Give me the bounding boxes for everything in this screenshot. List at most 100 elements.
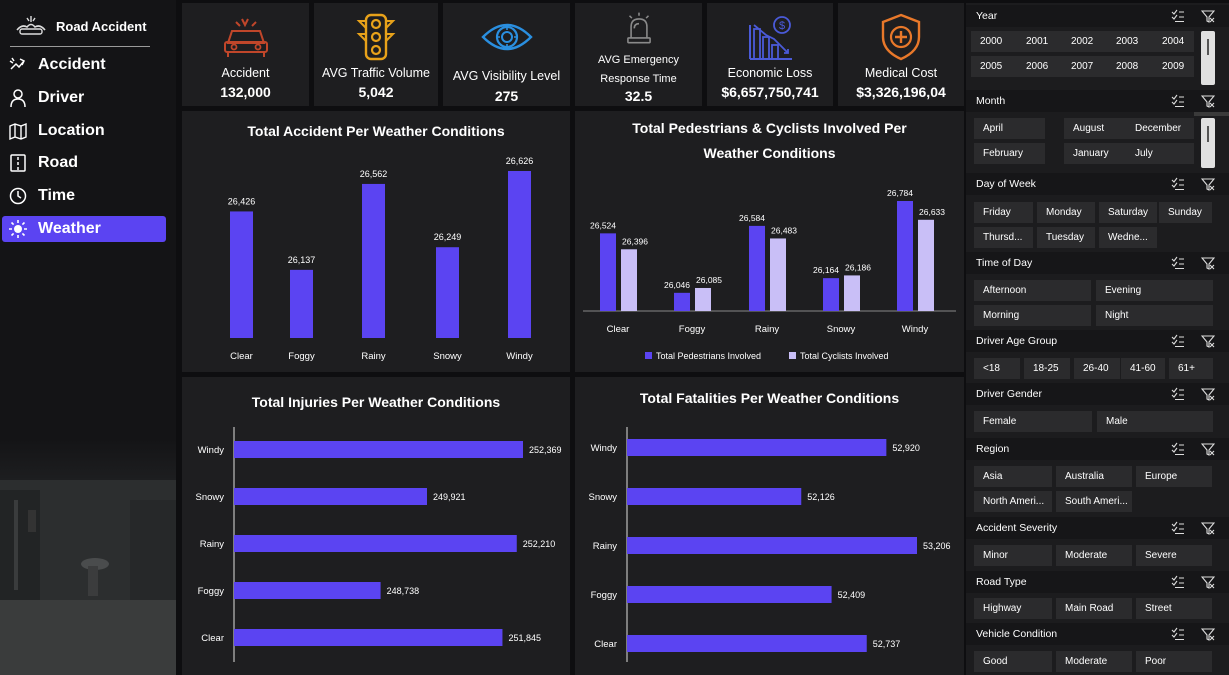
filter-chip[interactable]: Thursd... [974, 227, 1033, 248]
filter-chip[interactable]: 2005 [971, 56, 1018, 77]
filter-chip[interactable]: 26-40 [1074, 358, 1120, 379]
filter-chip[interactable]: Street [1136, 598, 1212, 619]
filter-chip[interactable]: Minor [974, 545, 1052, 566]
nav-item-weather[interactable]: Weather [2, 215, 166, 242]
filter-chip[interactable]: 2003 [1107, 31, 1154, 52]
filter-scrollbar[interactable] [1201, 118, 1215, 168]
clear-filter-icon[interactable] [1201, 627, 1215, 641]
filter-chip[interactable]: 2001 [1017, 31, 1064, 52]
filter-chip[interactable]: Sunday [1159, 202, 1212, 223]
filter-chip[interactable]: Night [1096, 305, 1213, 326]
multi-select-icon[interactable] [1171, 442, 1185, 456]
filter-chip[interactable]: April [974, 118, 1045, 139]
nav-item-time[interactable]: Time [2, 183, 166, 209]
data-label: 26,085 [696, 275, 722, 285]
filter-chip[interactable]: Saturday [1099, 202, 1157, 223]
filter-chip[interactable]: 2006 [1017, 56, 1064, 77]
legend-label: Total Pedestrians Involved [656, 351, 761, 361]
filter-chip[interactable]: 2000 [971, 31, 1018, 52]
filter-chip[interactable]: Tuesday [1037, 227, 1095, 248]
kpi-value: 275 [494, 88, 519, 104]
bar-pedestrians [897, 201, 913, 311]
brand-divider [10, 46, 150, 47]
scrollbar-thumb[interactable] [1207, 126, 1209, 142]
filter-chip[interactable]: <18 [974, 358, 1020, 379]
filter-chip[interactable]: 2002 [1062, 31, 1109, 52]
filter-header-driver-gender: Driver Gender [966, 383, 1229, 405]
clear-filter-icon[interactable] [1201, 177, 1215, 191]
scrollbar-thumb[interactable] [1207, 39, 1209, 55]
nav-item-road[interactable]: Road [2, 150, 166, 176]
filter-chip[interactable]: 2004 [1153, 31, 1194, 52]
filter-chip[interactable]: Female [974, 411, 1092, 432]
kpi-label: AVG Traffic Volume [322, 66, 430, 80]
multi-select-icon[interactable] [1171, 575, 1185, 589]
multi-select-icon[interactable] [1171, 256, 1185, 270]
filter-chip[interactable]: January [1064, 143, 1135, 164]
filter-chip[interactable]: Good [974, 651, 1052, 672]
filter-chip[interactable]: August [1064, 118, 1135, 139]
filter-pane: Year 2000 2001 2002 2003 2004 2005 2006 2007 2008… [966, 3, 1229, 675]
filter-header-driver-age-group: Driver Age Group [966, 330, 1229, 352]
filter-chip[interactable]: Severe [1136, 545, 1212, 566]
filter-chip[interactable]: Monday [1037, 202, 1095, 223]
filter-chip[interactable]: Moderate [1056, 545, 1132, 566]
filter-chip[interactable]: 18-25 [1024, 358, 1070, 379]
filter-scrollbar[interactable] [1201, 31, 1215, 85]
clear-filter-icon[interactable] [1201, 256, 1215, 270]
filter-chip[interactable]: Afternoon [974, 280, 1091, 301]
filter-chip[interactable]: Morning [974, 305, 1091, 326]
filter-chip[interactable]: Highway [974, 598, 1052, 619]
economic-loss-icon: $ [749, 16, 792, 60]
filter-chip[interactable]: Australia [1056, 466, 1132, 487]
filter-chip[interactable]: Evening [1096, 280, 1213, 301]
filter-chip[interactable]: Friday [974, 202, 1033, 223]
multi-select-icon[interactable] [1171, 387, 1185, 401]
clear-filter-icon[interactable] [1201, 442, 1215, 456]
bar [627, 586, 832, 603]
nav-item-accident[interactable]: Accident [2, 52, 166, 78]
kpi-label-line1: AVG Emergency [597, 54, 680, 66]
chart-title: Total Injuries Per Weather Conditions [251, 394, 501, 410]
filter-chip[interactable]: Main Road [1056, 598, 1132, 619]
multi-select-icon[interactable] [1171, 9, 1185, 23]
filter-chip[interactable]: Male [1097, 411, 1213, 432]
clear-filter-icon[interactable] [1201, 9, 1215, 23]
filter-chip[interactable]: July [1126, 143, 1194, 164]
data-label: 52,737 [873, 639, 901, 649]
clear-filter-icon[interactable] [1201, 521, 1215, 535]
nav-item-driver[interactable]: Driver [2, 85, 166, 111]
filter-chip[interactable]: February [974, 143, 1045, 164]
multi-select-icon[interactable] [1171, 334, 1185, 348]
data-label: 252,210 [523, 539, 556, 549]
filter-chip[interactable]: December [1126, 118, 1194, 139]
multi-select-icon[interactable] [1171, 521, 1185, 535]
filter-chip[interactable]: Poor [1136, 651, 1212, 672]
filter-chip[interactable]: 61+ [1169, 358, 1213, 379]
sidebar: Road Accident Accident Driver Location R… [0, 0, 176, 675]
filter-chip[interactable]: 2009 [1153, 56, 1194, 77]
filter-chip[interactable]: South Ameri... [1056, 491, 1132, 512]
multi-select-icon[interactable] [1171, 94, 1185, 108]
clear-filter-icon[interactable] [1201, 575, 1215, 589]
chart-panel-injuries: Total Injuries Per Weather Conditions Wi… [182, 377, 570, 675]
filter-chip[interactable]: Asia [974, 466, 1052, 487]
filter-chip[interactable]: 2007 [1062, 56, 1109, 77]
clear-filter-icon[interactable] [1201, 94, 1215, 108]
filter-chip[interactable]: 2008 [1107, 56, 1154, 77]
filter-chip[interactable]: Europe [1136, 466, 1212, 487]
clear-filter-icon[interactable] [1201, 334, 1215, 348]
filter-chip[interactable]: North Ameri... [974, 491, 1052, 512]
filter-chip[interactable]: Wedne... [1099, 227, 1157, 248]
filter-header-accident-severity: Accident Severity [966, 517, 1229, 539]
kpi-value: 32.5 [624, 88, 653, 104]
filter-chip[interactable]: Moderate [1056, 651, 1132, 672]
sidebar-nav: Accident Driver Location Road Time Weath… [2, 52, 166, 249]
y-tick-label: Snowy [588, 492, 617, 503]
multi-select-icon[interactable] [1171, 627, 1185, 641]
filter-chip[interactable]: 41-60 [1121, 358, 1165, 379]
data-label: 248,738 [387, 586, 420, 596]
clear-filter-icon[interactable] [1201, 387, 1215, 401]
nav-item-location[interactable]: Location [2, 118, 166, 144]
multi-select-icon[interactable] [1171, 177, 1185, 191]
